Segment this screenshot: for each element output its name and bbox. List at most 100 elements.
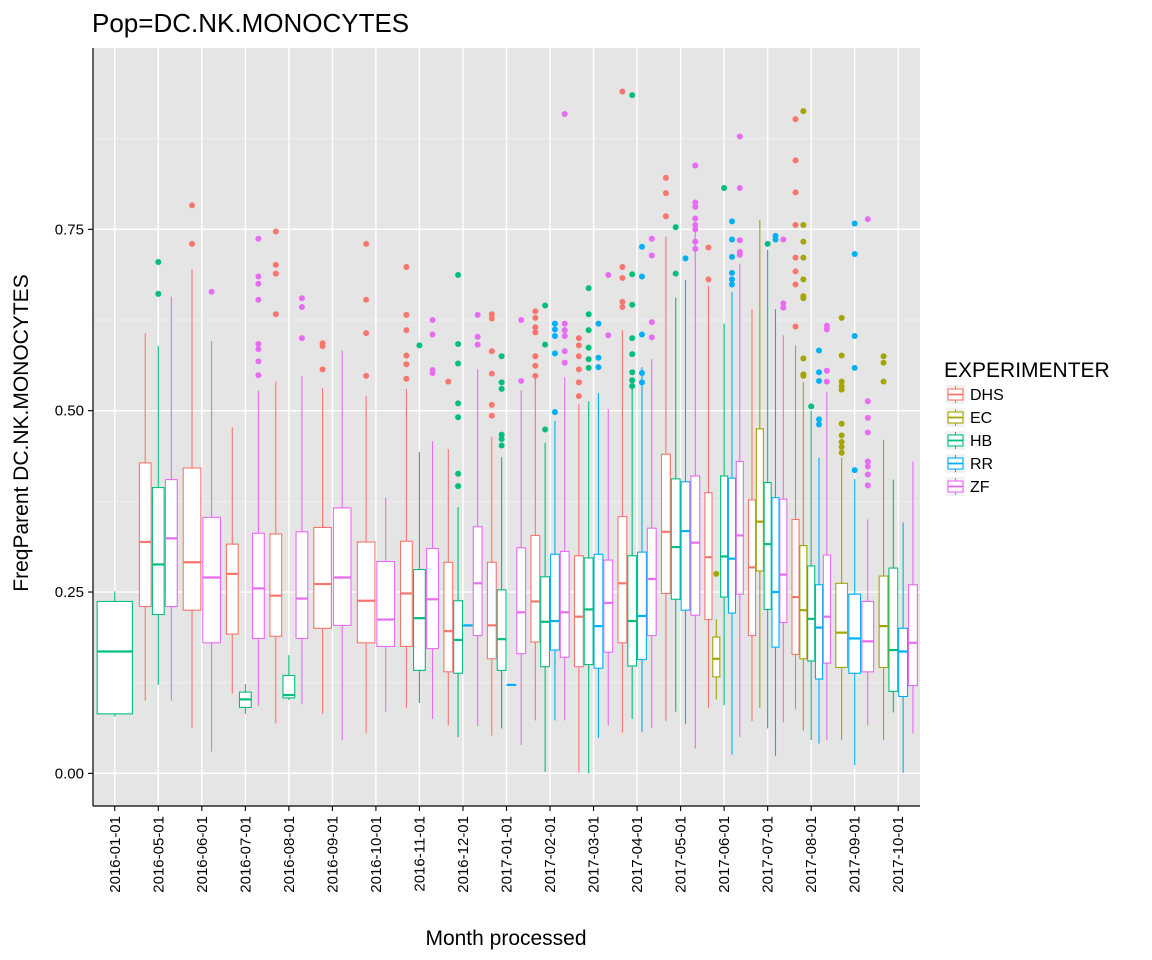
box-RR-2017-01-01 [506, 683, 517, 687]
outlier-point [532, 314, 539, 321]
outlier-point [488, 348, 495, 355]
x-tick-label: 2016-06-01 [194, 816, 211, 893]
box-HB-2016-05-01 [151, 258, 165, 685]
outlier-point [416, 342, 423, 349]
outlier-point [155, 290, 162, 297]
outlier-point [692, 221, 699, 228]
x-tick-label: 2017-08-01 [803, 816, 820, 893]
outlier-point [629, 301, 636, 308]
x-tick-label: 2016-10-01 [368, 816, 385, 893]
outlier-point [403, 361, 410, 368]
box-iqr [573, 555, 584, 668]
box-ZF-2016-06-01 [202, 288, 221, 752]
outlier-point [455, 272, 462, 279]
box-iqr [712, 636, 721, 678]
outlier-point [838, 432, 845, 439]
outlier-point [648, 235, 655, 242]
outlier-point [692, 203, 699, 210]
box-iqr [549, 553, 560, 651]
x-tick-label: 2017-06-01 [716, 816, 733, 893]
outlier-point [532, 308, 539, 315]
box-RR-2017-07-01 [771, 232, 780, 756]
outlier-point [728, 269, 735, 276]
outlier-point [780, 300, 787, 307]
x-tick-label: 2017-07-01 [760, 816, 777, 893]
legend-label-EC: EC [970, 410, 992, 427]
outlier-point [792, 157, 799, 164]
box-iqr [763, 481, 772, 610]
box-RR-2017-06-01 [727, 218, 737, 755]
box-iqr [627, 555, 638, 667]
box-iqr [269, 533, 283, 637]
box-iqr [251, 532, 265, 639]
outlier-point [585, 344, 592, 351]
outlier-point [455, 483, 462, 490]
outlier-point [575, 366, 582, 373]
outlier-point [551, 326, 558, 333]
legend-item-RR: RR [946, 454, 993, 473]
outlier-point [851, 364, 858, 371]
outlier-point [532, 324, 539, 331]
outlier-point [551, 320, 558, 327]
box-DHS-2017-01-01 [486, 311, 497, 736]
outlier-point [498, 385, 505, 392]
outlier-point [823, 378, 830, 385]
outlier-point [319, 366, 326, 373]
outlier-point [561, 111, 568, 118]
outlier-point [851, 251, 858, 258]
outlier-point [808, 403, 815, 410]
outlier-point [575, 379, 582, 386]
box-RR-2016-12-01 [462, 624, 473, 627]
box-iqr [313, 526, 332, 629]
x-tick-label: 2016-08-01 [281, 816, 298, 893]
box-ZF-2017-07-01 [779, 236, 788, 723]
box-iqr [755, 428, 764, 572]
outlier-point [800, 254, 807, 261]
outlier-point [575, 335, 582, 342]
outlier-point [792, 281, 799, 288]
outlier-point [585, 311, 592, 318]
x-tick-label: 2016-07-01 [237, 816, 254, 893]
x-tick-label: 2017-02-01 [542, 816, 559, 893]
outlier-point [638, 243, 645, 250]
outlier-point [488, 370, 495, 377]
outlier-point [780, 236, 787, 243]
box-iqr [603, 559, 614, 653]
box-DHS-2017-04-01 [617, 88, 628, 733]
box-ZF-2016-09-01 [332, 350, 352, 740]
box-HB-2017-01-01 [496, 353, 507, 729]
outlier-point [561, 359, 568, 366]
box-ZF-2017-05-01 [690, 162, 701, 749]
box-iqr [225, 543, 239, 635]
outlier-point [638, 273, 645, 280]
outlier-point [682, 255, 689, 262]
box-iqr [637, 551, 647, 661]
box-RR-2017-05-01 [680, 255, 691, 725]
outlier-point [705, 244, 712, 251]
box-iqr [295, 531, 309, 639]
outlier-point [838, 386, 845, 393]
outlier-point [880, 353, 887, 360]
outlier-point [692, 215, 699, 222]
box-iqr [807, 565, 816, 662]
outlier-point [255, 235, 262, 242]
box-iqr [453, 600, 464, 674]
box-DHS-2016-05-01 [138, 333, 152, 701]
outlier-point [403, 311, 410, 318]
outlier-point [736, 251, 743, 258]
outlier-point [648, 334, 655, 341]
legend-label-RR: RR [970, 456, 993, 473]
box-RR-2017-03-01 [593, 320, 604, 738]
outlier-point [692, 238, 699, 245]
box-ZF-2016-12-01 [472, 311, 483, 727]
outlier-point [255, 296, 262, 303]
box-DHS-2017-06-01 [704, 244, 713, 709]
outlier-point [629, 383, 636, 390]
box-iqr [680, 481, 691, 611]
outlier-point [498, 353, 505, 360]
outlier-point [816, 377, 823, 384]
box-HB-2016-11-01 [413, 342, 426, 703]
outlier-point [189, 240, 196, 247]
outlier-point [551, 409, 558, 416]
outlier-point [542, 341, 549, 348]
